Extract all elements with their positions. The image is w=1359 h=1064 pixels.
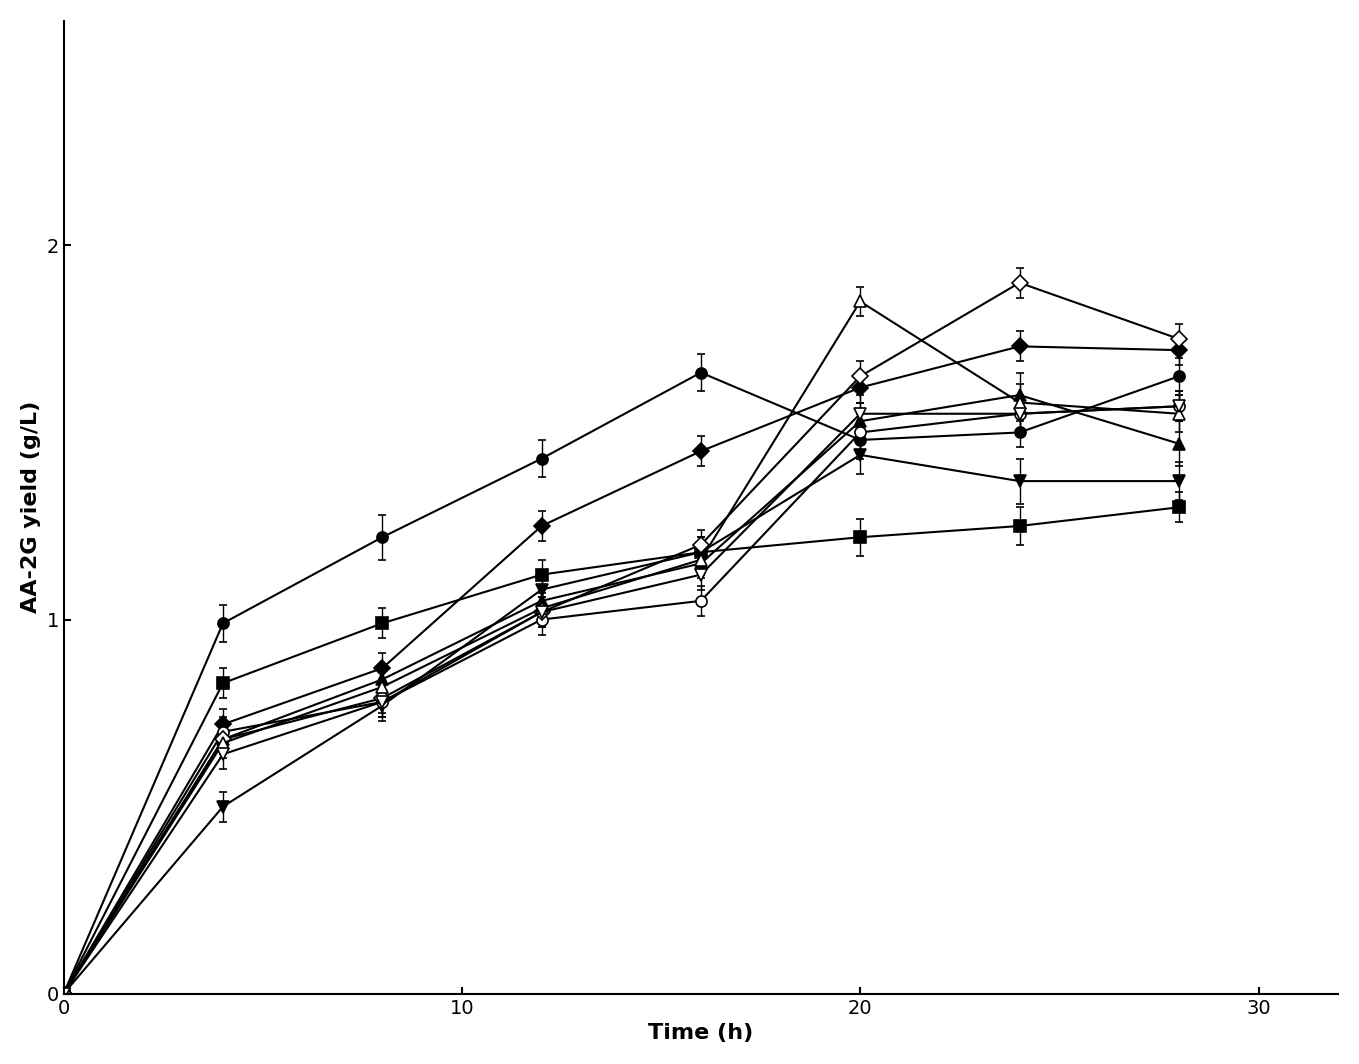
Y-axis label: AA-2G yield (g/L): AA-2G yield (g/L) bbox=[20, 401, 41, 614]
X-axis label: Time (h): Time (h) bbox=[648, 1024, 753, 1043]
